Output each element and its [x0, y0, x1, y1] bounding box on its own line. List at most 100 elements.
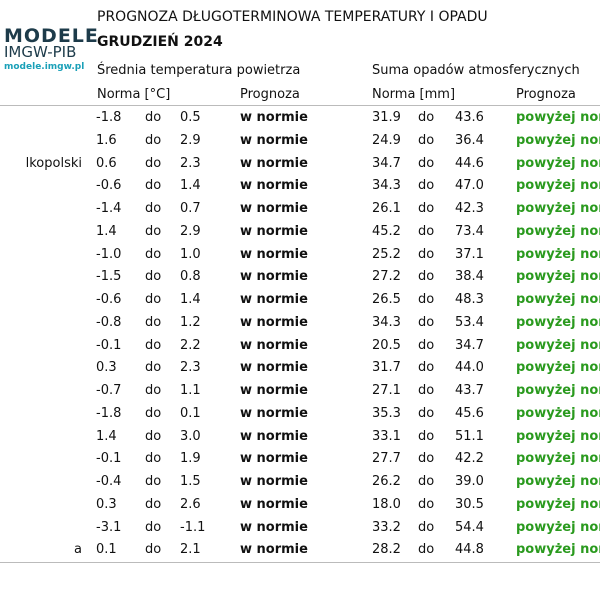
header-rule [0, 105, 600, 106]
precip-min: 34.7 [372, 155, 401, 171]
precip-min: 31.9 [372, 110, 401, 125]
precip-forecast: powyżej norm [516, 132, 600, 148]
separator: do [145, 451, 162, 467]
separator: do [418, 132, 435, 148]
separator: do [418, 451, 435, 467]
separator: do [145, 110, 162, 125]
precip-min: 26.2 [372, 474, 401, 489]
temp-min: -1.0 [96, 246, 122, 262]
region-name: a [74, 542, 82, 558]
precip-forecast: powyżej norm [516, 405, 600, 421]
precip-max: 44.0 [455, 360, 484, 376]
temp-max: -1.1 [180, 519, 206, 535]
precip-min: 25.2 [372, 246, 401, 262]
precip-min: 26.1 [372, 201, 401, 216]
precip-min: 18.0 [372, 496, 401, 512]
separator: do [418, 110, 435, 125]
precip-forecast: powyżej norm [516, 223, 600, 239]
precip-max: 39.0 [455, 474, 484, 489]
precip-min: 26.5 [372, 292, 401, 307]
separator: do [145, 360, 162, 376]
separator: do [418, 474, 435, 489]
precip-forecast: powyżej norm [516, 201, 600, 216]
precip-max: 42.2 [455, 451, 484, 467]
temp-min: 0.1 [96, 542, 117, 558]
temp-max: 3.0 [180, 428, 201, 444]
region-name: lkopolski [25, 155, 82, 171]
precip-max: 53.4 [455, 314, 484, 330]
temp-min: -1.8 [96, 405, 122, 421]
precip-min: 33.2 [372, 519, 401, 535]
precip-forecast: powyżej norm [516, 178, 600, 194]
separator: do [145, 246, 162, 262]
temp-min: -0.6 [96, 178, 122, 194]
separator: do [418, 314, 435, 330]
temp-min: -0.6 [96, 292, 122, 307]
precip-forecast: powyżej norm [516, 519, 600, 535]
precip-min: 24.9 [372, 132, 401, 148]
precip-forecast: powyżej norm [516, 428, 600, 444]
group-header: Suma opadów atmosferycznych [372, 63, 580, 78]
precip-forecast: powyżej norm [516, 269, 600, 285]
temp-max: 1.2 [180, 314, 201, 330]
separator: do [418, 405, 435, 421]
temp-max: 2.1 [180, 542, 201, 558]
separator: do [145, 337, 162, 353]
separator: do [418, 201, 435, 216]
footer-rule [0, 562, 600, 563]
separator: do [145, 405, 162, 421]
separator: do [418, 269, 435, 285]
temp-max: 2.9 [180, 132, 201, 148]
logo-url: modele.imgw.pl [4, 62, 85, 72]
precip-max: 51.1 [455, 428, 484, 444]
precip-max: 30.5 [455, 496, 484, 512]
precip-min: 34.3 [372, 314, 401, 330]
temp-forecast: w normie [240, 314, 308, 330]
precip-forecast: powyżej norm [516, 542, 600, 558]
precip-min: 34.3 [372, 178, 401, 194]
separator: do [418, 383, 435, 398]
precip-min: 31.7 [372, 360, 401, 376]
temp-min: -1.4 [96, 201, 122, 216]
separator: do [145, 519, 162, 535]
temp-min: 0.6 [96, 155, 117, 171]
precip-max: 34.7 [455, 337, 484, 353]
precip-max: 44.8 [455, 542, 484, 558]
temp-forecast: w normie [240, 496, 308, 512]
temp-min: -0.8 [96, 314, 122, 330]
precip-min: 27.2 [372, 269, 401, 285]
group-header: Średnia temperatura powietrza [97, 63, 301, 78]
precip-max: 48.3 [455, 292, 484, 307]
temp-forecast: w normie [240, 337, 308, 353]
temp-max: 2.3 [180, 155, 201, 171]
precip-forecast: powyżej norm [516, 496, 600, 512]
precip-forecast: powyżej norm [516, 451, 600, 467]
temp-max: 1.4 [180, 292, 201, 307]
separator: do [418, 178, 435, 194]
separator: do [145, 474, 162, 489]
precip-forecast: powyżej norm [516, 383, 600, 398]
separator: do [418, 246, 435, 262]
separator: do [145, 223, 162, 239]
temp-max: 1.5 [180, 474, 201, 489]
precip-min: 28.2 [372, 542, 401, 558]
separator: do [418, 360, 435, 376]
precip-max: 38.4 [455, 269, 484, 285]
temp-min: -0.1 [96, 451, 122, 467]
separator: do [418, 292, 435, 307]
column-header: Norma [°C] [97, 87, 171, 102]
temp-forecast: w normie [240, 451, 308, 467]
precip-min: 45.2 [372, 223, 401, 239]
precip-max: 43.7 [455, 383, 484, 398]
temp-min: 0.3 [96, 496, 117, 512]
separator: do [145, 132, 162, 148]
temp-min: 1.4 [96, 223, 117, 239]
precip-forecast: powyżej norm [516, 246, 600, 262]
precip-max: 54.4 [455, 519, 484, 535]
temp-min: -1.5 [96, 269, 122, 285]
precip-forecast: powyżej norm [516, 474, 600, 489]
separator: do [145, 292, 162, 307]
precip-forecast: powyżej norm [516, 337, 600, 353]
temp-max: 1.9 [180, 451, 201, 467]
